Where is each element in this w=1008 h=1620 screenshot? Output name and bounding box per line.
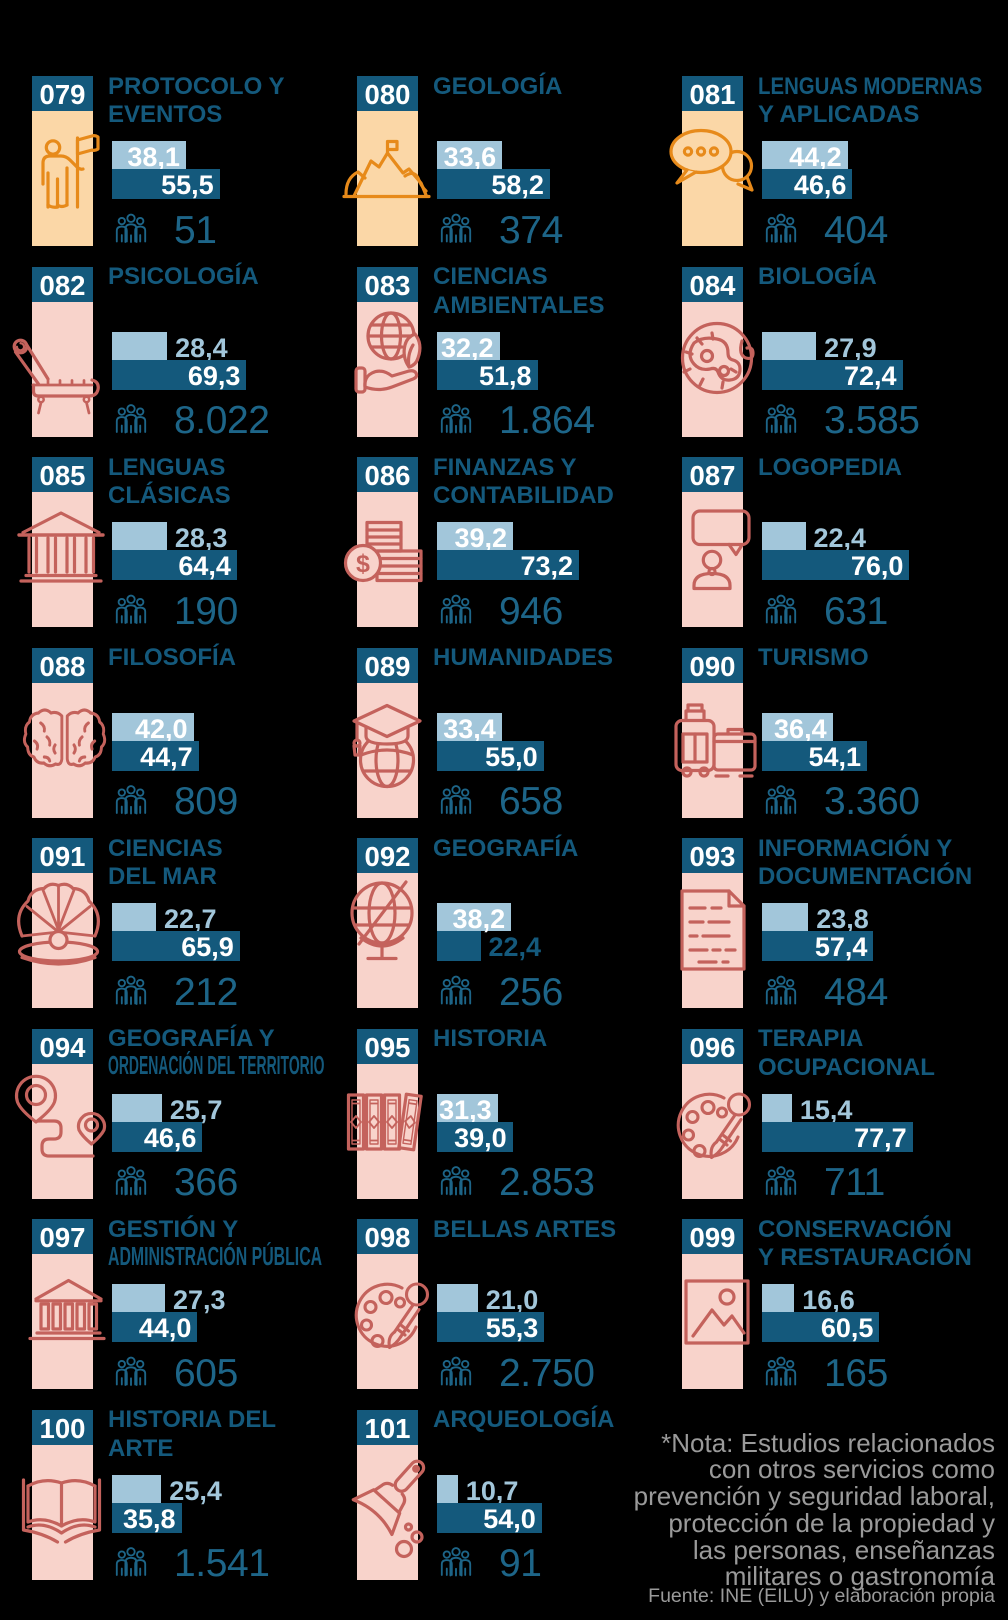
svg-text:$: $ <box>356 550 370 578</box>
